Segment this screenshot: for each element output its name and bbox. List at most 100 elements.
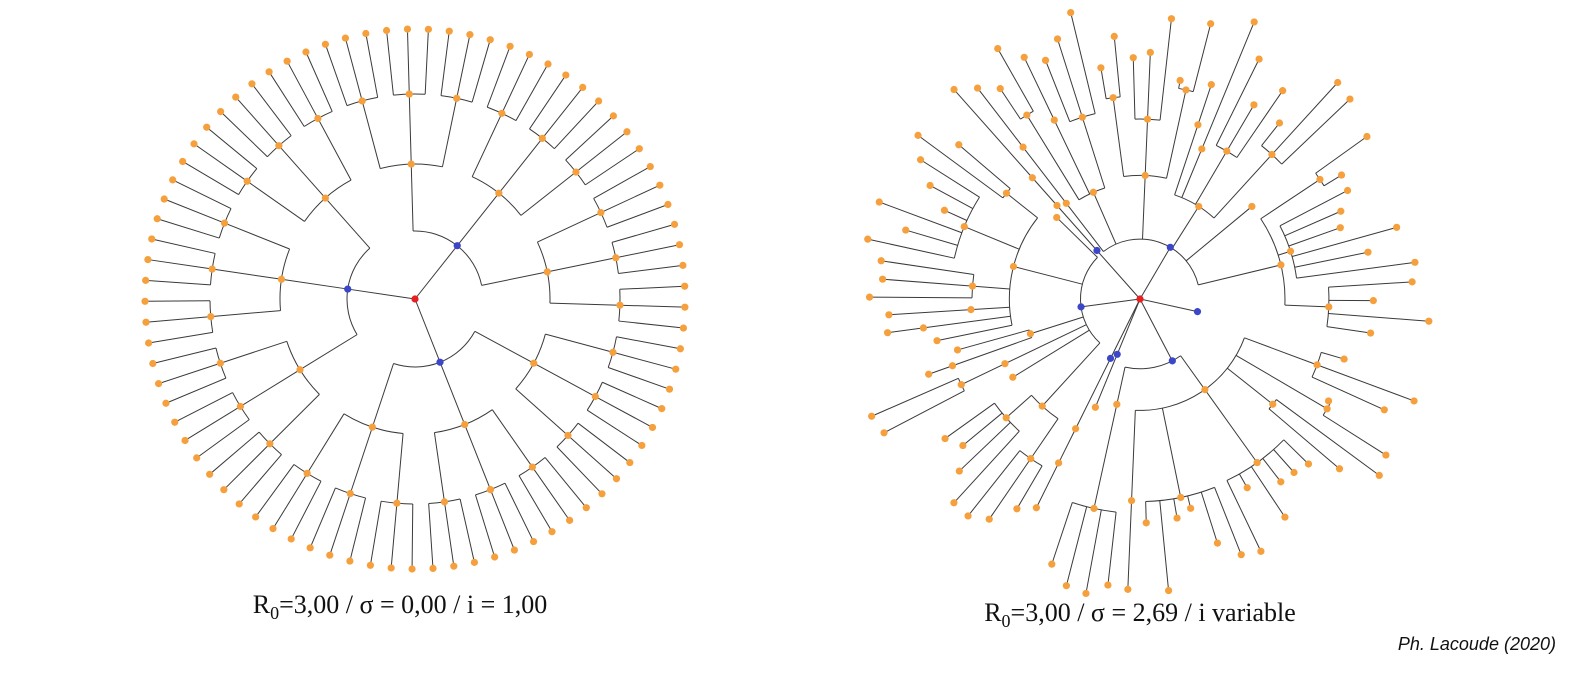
branch-edge (474, 330, 534, 364)
case-node (916, 156, 925, 164)
branch-edge (365, 33, 379, 98)
branch-edge (867, 238, 955, 259)
branch-edge (520, 171, 577, 216)
branch-edge (1012, 329, 1090, 378)
case-node (914, 131, 922, 139)
case-node (679, 324, 688, 332)
case-node (1393, 223, 1401, 231)
case-node (220, 219, 229, 227)
branch-edge (1139, 298, 1173, 362)
case-node (638, 441, 646, 450)
case-node (203, 123, 211, 131)
branch-edge (1204, 389, 1258, 463)
case-node (491, 553, 499, 561)
case-node (341, 34, 350, 42)
branch-edge (953, 430, 1020, 504)
branch-edge (1139, 247, 1171, 300)
branch-edge (396, 433, 404, 504)
branch-edge (961, 363, 1006, 386)
case-node (269, 525, 277, 533)
case-node (283, 57, 291, 65)
branch-edge (424, 29, 429, 95)
branch-edge (349, 426, 373, 494)
case-node (296, 366, 304, 374)
case-node (675, 241, 684, 249)
branch-edge (408, 94, 412, 165)
branch-edge (174, 392, 233, 423)
case-node (1277, 261, 1285, 269)
case-node (1237, 551, 1245, 559)
branch-edge (612, 351, 676, 370)
case-node (529, 537, 538, 546)
branch-edge (920, 159, 980, 198)
branch-edge (1200, 491, 1218, 544)
branch-edge (1142, 175, 1146, 240)
case-node (235, 500, 243, 508)
case-node (1053, 35, 1062, 43)
branch-edge (172, 179, 232, 210)
branch-edge (608, 366, 670, 390)
case-node (959, 441, 967, 450)
branch-edge (1262, 458, 1282, 483)
case-node (646, 162, 654, 171)
case-node (591, 392, 599, 401)
case-node (530, 359, 538, 367)
branch-edge (1171, 206, 1200, 249)
case-node (216, 359, 224, 367)
branch-edge (545, 333, 614, 353)
branch-edge (152, 347, 217, 364)
branch-edge (619, 285, 685, 290)
branch-edge (193, 143, 248, 182)
branch-edge (411, 503, 414, 569)
branch-edge (1250, 466, 1286, 518)
case-node (208, 265, 216, 273)
branch-edge (471, 113, 503, 177)
case-node (393, 499, 401, 507)
branch-edge (1056, 217, 1098, 258)
case-node (926, 181, 934, 190)
branch-edge (209, 431, 260, 475)
case-node (1337, 207, 1345, 215)
branch-edge (147, 259, 213, 270)
case-node (1382, 451, 1390, 459)
case-node (155, 380, 163, 388)
branch-edge (1045, 60, 1071, 122)
case-node (302, 48, 310, 56)
branch-edge (238, 454, 282, 505)
branch-edge (491, 409, 533, 468)
case-node (572, 168, 580, 176)
case-node (875, 198, 883, 206)
case-node (1316, 175, 1324, 184)
case-node (902, 226, 910, 234)
case-node (626, 458, 634, 467)
case-node (1091, 403, 1099, 411)
branch-edge (1013, 266, 1083, 285)
case-node (145, 339, 153, 347)
branch-edge (1139, 298, 1198, 313)
branch-arc (1124, 355, 1181, 370)
case-node (495, 189, 503, 197)
branch-edge (869, 296, 973, 299)
case-node (1250, 101, 1258, 109)
branch-edge (1316, 364, 1415, 402)
root-case-node (411, 295, 419, 303)
branch-edge (481, 271, 548, 286)
branch-edge (929, 185, 974, 210)
branch-edge (145, 279, 211, 286)
case-node (665, 385, 674, 393)
case-node (579, 83, 587, 92)
first-generation-node (344, 285, 352, 293)
case-node (612, 475, 621, 483)
branch-edge (486, 46, 511, 108)
branch-edge (529, 74, 567, 130)
case-node (1286, 247, 1295, 255)
branch-edge (1005, 394, 1032, 419)
branch-edge (882, 278, 973, 287)
case-node (919, 324, 928, 332)
case-node (1253, 459, 1261, 467)
case-node (162, 399, 170, 407)
r-subscript: 0 (1001, 611, 1011, 631)
branch-edge (586, 409, 643, 446)
case-node (955, 467, 963, 475)
case-node (445, 27, 453, 35)
